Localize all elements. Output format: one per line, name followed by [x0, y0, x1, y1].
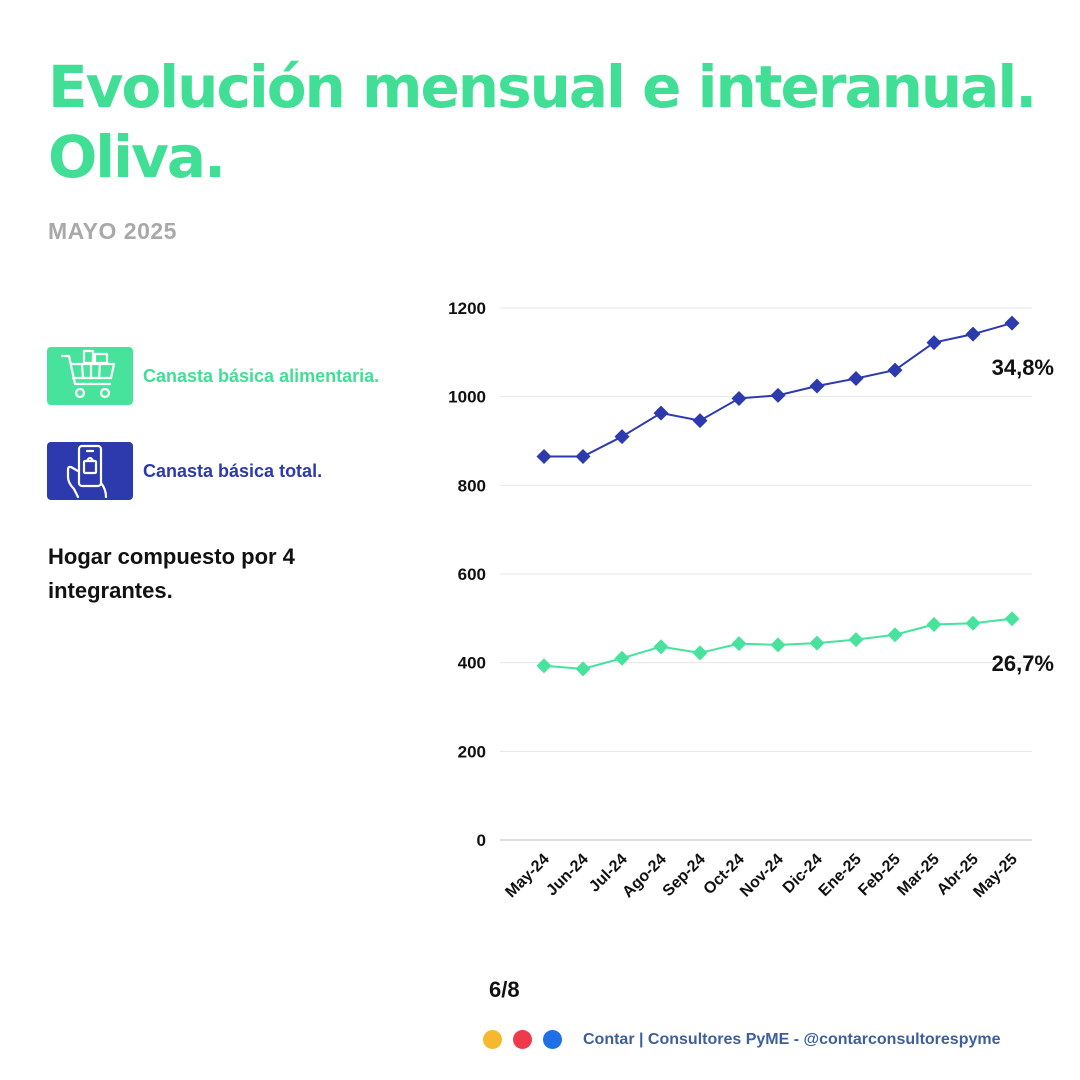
y-tick-label: 0	[477, 831, 486, 850]
legend-label-food: Canasta básica alimentaria.	[143, 365, 380, 386]
data-point	[809, 635, 825, 651]
data-point	[575, 661, 591, 677]
x-tick-label: May-24	[502, 851, 552, 901]
data-point	[614, 650, 630, 666]
y-tick-label: 200	[458, 742, 486, 761]
data-point	[692, 645, 708, 661]
data-point	[575, 449, 591, 465]
y-tick-label: 800	[458, 476, 486, 495]
data-point	[848, 370, 864, 386]
data-point	[1004, 315, 1020, 331]
data-point	[653, 639, 669, 655]
data-point	[965, 615, 981, 631]
data-point	[887, 362, 903, 378]
data-point	[692, 413, 708, 429]
data-point	[614, 429, 630, 445]
shopping-cart-icon	[47, 347, 133, 405]
red-dot-icon	[513, 1030, 532, 1049]
y-tick-label: 1200	[448, 299, 486, 318]
y-tick-label: 400	[458, 654, 486, 673]
data-point	[731, 636, 747, 652]
data-point	[809, 378, 825, 394]
legend-label-total: Canasta básica total.	[143, 460, 323, 481]
phone-shopping-bag-icon	[47, 442, 133, 500]
page-title: Evolución mensual e interanual. Oliva.	[48, 53, 1037, 191]
legend-item-total-basket: Canasta básica total.	[47, 442, 322, 500]
y-tick-label: 600	[458, 565, 486, 584]
x-tick-label: Feb-25	[855, 851, 904, 900]
footer: Contar | Consultores PyME - @contarconsu…	[483, 1030, 1000, 1049]
data-point	[653, 405, 669, 421]
x-tick-label: Ene-25	[816, 851, 865, 900]
data-point	[731, 390, 747, 406]
data-point	[887, 627, 903, 643]
data-point	[536, 449, 552, 465]
data-point	[1004, 611, 1020, 627]
legend-item-food-basket: Canasta básica alimentaria.	[47, 347, 379, 405]
x-tick-label: Mar-25	[894, 851, 943, 900]
data-point	[965, 326, 981, 342]
page-indicator: 6/8	[489, 977, 520, 1002]
series-end-label: 26,7%	[992, 651, 1054, 676]
footer-credit: Contar | Consultores PyME - @contarconsu…	[583, 1030, 1001, 1048]
series-end-label: 34,8%	[992, 355, 1054, 380]
x-tick-label: May-25	[970, 851, 1020, 901]
x-tick-label: Sep-24	[660, 851, 709, 900]
data-point	[770, 387, 786, 403]
x-tick-label: Ago-24	[619, 851, 669, 901]
page-subtitle: MAYO 2025	[48, 218, 177, 244]
data-point	[536, 658, 552, 674]
data-point	[926, 335, 942, 351]
blue-dot-icon	[543, 1030, 562, 1049]
data-point	[770, 637, 786, 653]
data-point	[848, 632, 864, 648]
data-point	[926, 617, 942, 633]
x-tick-label: Nov-24	[737, 851, 787, 901]
y-tick-label: 1000	[448, 388, 486, 407]
x-tick-label: Jun-24	[543, 851, 592, 900]
line-chart: 020040060080010001200May-24Jun-24Jul-24A…	[448, 299, 1054, 901]
household-note: Hogar compuesto por 4 integrantes.	[48, 544, 295, 603]
yellow-dot-icon	[483, 1030, 502, 1049]
